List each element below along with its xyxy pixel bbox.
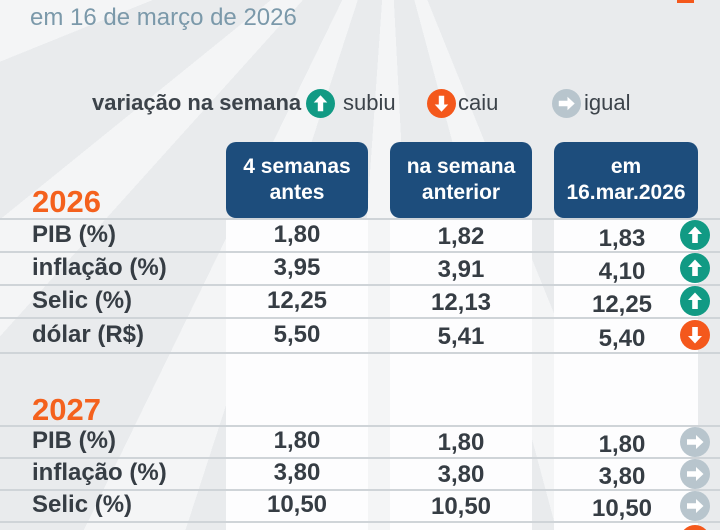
legend-title: variação na semana bbox=[92, 90, 302, 115]
row-label: Selic (%) bbox=[32, 287, 133, 314]
column-header-data-atual: em 16.mar.2026 bbox=[554, 142, 698, 218]
row-divider bbox=[0, 521, 720, 523]
value-atual: 1,83 bbox=[598, 225, 646, 252]
row-divider bbox=[0, 457, 720, 459]
column-band-2 bbox=[390, 218, 532, 530]
logo-fragment bbox=[677, 0, 694, 3]
table-row: Selic (%) 12,25 12,13 12,25 bbox=[0, 284, 720, 318]
value-atual: 3,80 bbox=[598, 463, 646, 490]
trend-icon bbox=[680, 491, 710, 521]
value-4-semanas: 3,95 bbox=[273, 254, 321, 281]
value-semana-anterior: 3,91 bbox=[437, 256, 485, 283]
table-row: inflação (%) 3,95 3,91 4,10 bbox=[0, 251, 720, 285]
table-row: Selic (%) 10,50 10,50 10,50 bbox=[0, 489, 720, 522]
row-divider bbox=[0, 218, 720, 220]
table-row: PIB (%) 1,80 1,82 1,83 bbox=[0, 218, 720, 252]
trend-icon bbox=[680, 220, 710, 250]
table-row-partial bbox=[0, 521, 720, 530]
value-semana-anterior: 1,80 bbox=[437, 429, 485, 456]
value-semana-anterior: 3,80 bbox=[437, 461, 485, 488]
row-label: inflação (%) bbox=[32, 459, 167, 486]
value-atual: 10,50 bbox=[591, 495, 653, 522]
column-header-semana-anterior: na semana anterior bbox=[390, 142, 532, 218]
trend-icon bbox=[680, 286, 710, 316]
row-label: dólar (R$) bbox=[32, 321, 145, 348]
legend-label-caiu: caiu bbox=[458, 90, 499, 115]
value-semana-anterior: 12,13 bbox=[430, 289, 492, 316]
row-divider bbox=[0, 251, 720, 253]
value-4-semanas: 10,50 bbox=[266, 491, 328, 518]
value-4-semanas: 3,80 bbox=[273, 459, 321, 486]
row-label: Selic (%) bbox=[32, 491, 133, 518]
table-row: dólar (R$) 5,50 5,41 5,40 bbox=[0, 317, 720, 352]
row-divider bbox=[0, 489, 720, 491]
value-semana-anterior: 1,82 bbox=[437, 223, 485, 250]
row-divider bbox=[0, 352, 720, 354]
report-date-subtitle: em 16 de março de 2026 bbox=[30, 4, 297, 31]
row-label: inflação (%) bbox=[32, 254, 167, 281]
table-row: inflação (%) 3,80 3,80 3,80 bbox=[0, 457, 720, 490]
legend-label-igual: igual bbox=[584, 90, 631, 115]
value-semana-anterior: 10,50 bbox=[430, 493, 492, 520]
row-divider bbox=[0, 284, 720, 286]
value-atual: 1,80 bbox=[598, 431, 646, 458]
section-title-2026: 2026 bbox=[32, 184, 101, 219]
value-atual: 4,10 bbox=[598, 258, 646, 285]
row-divider bbox=[0, 425, 720, 427]
arrow-down-icon bbox=[427, 89, 456, 118]
arrow-up-icon bbox=[306, 89, 335, 118]
column-header-4-semanas-antes: 4 semanas antes bbox=[226, 142, 368, 218]
trend-icon bbox=[680, 459, 710, 489]
table-row: PIB (%) 1,80 1,80 1,80 bbox=[0, 425, 720, 458]
row-divider bbox=[0, 317, 720, 319]
column-band-3 bbox=[554, 218, 698, 530]
column-band-1 bbox=[226, 218, 368, 530]
trend-icon bbox=[680, 525, 710, 530]
arrow-right-icon bbox=[552, 89, 581, 118]
value-4-semanas: 1,80 bbox=[273, 427, 321, 454]
section-title-2027: 2027 bbox=[32, 392, 101, 427]
row-label: PIB (%) bbox=[32, 221, 116, 248]
value-semana-anterior: 5,41 bbox=[437, 323, 485, 350]
value-4-semanas: 5,50 bbox=[273, 321, 321, 348]
legend-label-subiu: subiu bbox=[343, 90, 396, 115]
value-4-semanas: 12,25 bbox=[266, 287, 328, 314]
trend-icon bbox=[680, 427, 710, 457]
value-atual: 5,40 bbox=[598, 325, 646, 352]
row-label: PIB (%) bbox=[32, 427, 116, 454]
trend-icon bbox=[680, 253, 710, 283]
trend-icon bbox=[680, 320, 710, 350]
value-atual: 12,25 bbox=[591, 291, 653, 318]
value-4-semanas: 1,80 bbox=[273, 221, 321, 248]
